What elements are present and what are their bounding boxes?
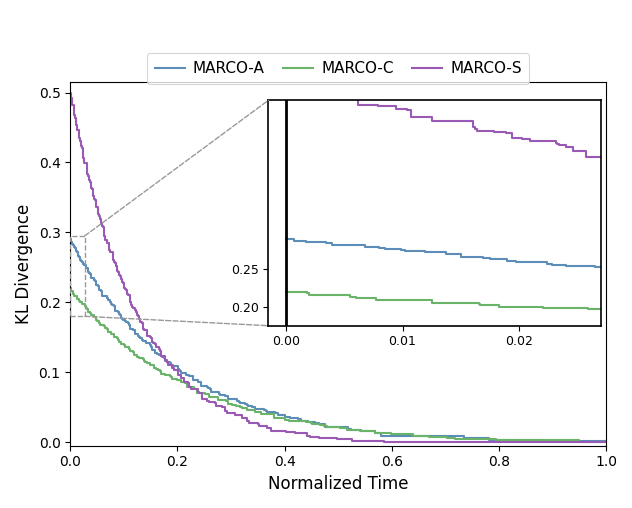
- Y-axis label: KL Divergence: KL Divergence: [15, 204, 33, 324]
- MARCO-C: [214, 397, 222, 403]
- MARCO-S: [92, 197, 99, 203]
- MARCO-C: [316, 422, 324, 428]
- MARCO-A: [248, 404, 256, 410]
- MARCO-S: [602, 439, 610, 446]
- Line: MARCO-S: MARCO-S: [70, 92, 606, 442]
- MARCO-A: [372, 430, 379, 436]
- MARCO-C: [94, 318, 101, 324]
- Line: MARCO-A: MARCO-A: [70, 239, 606, 441]
- MARCO-C: [66, 285, 74, 292]
- MARCO-S: [380, 438, 388, 444]
- Legend: MARCO-A, MARCO-C, MARCO-S: MARCO-A, MARCO-C, MARCO-S: [147, 53, 530, 84]
- MARCO-S: [413, 439, 421, 446]
- MARCO-C: [173, 376, 180, 382]
- MARCO-S: [66, 89, 74, 96]
- MARCO-A: [166, 359, 174, 365]
- Bar: [70, 236, 85, 316]
- MARCO-A: [259, 406, 267, 412]
- MARCO-C: [575, 438, 583, 444]
- MARCO-C: [106, 329, 114, 335]
- MARCO-C: [602, 438, 610, 444]
- MARCO-S: [263, 423, 270, 429]
- MARCO-A: [539, 438, 547, 444]
- MARCO-S: [112, 261, 120, 267]
- Line: MARCO-C: MARCO-C: [70, 289, 606, 441]
- X-axis label: Normalized Time: Normalized Time: [268, 475, 408, 493]
- MARCO-C: [73, 293, 81, 299]
- MARCO-S: [146, 333, 154, 339]
- MARCO-A: [602, 438, 610, 444]
- MARCO-A: [294, 415, 301, 421]
- MARCO-A: [66, 236, 74, 242]
- MARCO-A: [167, 362, 174, 368]
- MARCO-S: [132, 309, 140, 315]
